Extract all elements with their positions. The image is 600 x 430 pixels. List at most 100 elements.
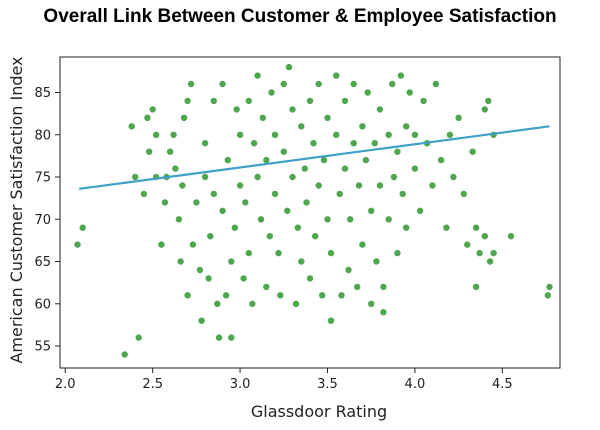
data-point [469, 148, 476, 155]
data-point [464, 241, 471, 248]
data-point [486, 258, 494, 265]
data-point [140, 190, 148, 198]
data-point [333, 72, 340, 79]
data-point [275, 249, 282, 257]
data-point [184, 292, 191, 299]
data-point [280, 80, 287, 88]
data-point [429, 182, 436, 189]
plot-border [59, 56, 561, 369]
data-point [380, 309, 387, 316]
data-point [196, 266, 204, 274]
data-point [245, 249, 252, 257]
data-point [242, 199, 249, 206]
y-axis-ticks: 55 60 65 70 75 80 85 [34, 86, 60, 355]
data-point [79, 224, 86, 231]
data-point [406, 89, 413, 96]
x-tick-label: 4.0 [405, 377, 426, 392]
data-point [476, 249, 483, 257]
data-point [180, 114, 188, 122]
data-point [149, 106, 156, 113]
data-point [376, 182, 384, 189]
data-point [177, 258, 184, 265]
data-point [175, 216, 183, 223]
data-point [327, 317, 335, 324]
data-point [450, 173, 457, 181]
data-point [385, 131, 392, 138]
data-point [201, 173, 209, 181]
data-point [298, 258, 305, 265]
data-point [324, 114, 331, 122]
data-point [368, 207, 375, 214]
data-point [364, 89, 371, 96]
data-point [390, 173, 398, 181]
y-axis-label: American Customer Satisfaction Index [7, 56, 26, 363]
data-point [249, 300, 256, 307]
data-point [385, 216, 392, 223]
x-tick-label: 2.5 [142, 377, 163, 392]
x-axis-ticks: 2.0 2.5 3.0 3.5 4.0 4.5 [55, 368, 513, 392]
data-point [219, 207, 226, 214]
data-point [236, 131, 244, 138]
data-point [411, 165, 419, 172]
data-point [170, 131, 177, 138]
data-point [359, 123, 366, 130]
data-point [338, 292, 345, 299]
data-point [420, 97, 427, 105]
data-point [128, 123, 135, 130]
data-point [254, 173, 261, 181]
data-point [277, 292, 284, 299]
data-point [333, 131, 340, 138]
data-point [399, 190, 406, 198]
data-point [158, 241, 165, 248]
data-point [303, 199, 310, 206]
data-point [222, 292, 230, 299]
data-point [257, 216, 265, 223]
data-point [193, 199, 200, 206]
data-point [280, 148, 287, 155]
data-point [271, 190, 279, 198]
data-point [437, 156, 445, 164]
data-point [254, 72, 261, 79]
data-point [266, 233, 273, 240]
data-point [315, 80, 322, 88]
trend-line [79, 125, 550, 190]
plot-frame [59, 56, 561, 369]
data-point [490, 249, 497, 257]
data-point [205, 275, 212, 282]
x-tick-label: 2.0 [55, 377, 76, 392]
data-point [284, 207, 291, 214]
data-point [544, 292, 551, 299]
data-point [214, 300, 221, 307]
data-point [354, 283, 361, 291]
data-point [460, 190, 467, 198]
data-point [233, 106, 240, 113]
data-point [376, 106, 384, 113]
data-point [187, 80, 195, 88]
data-point [215, 334, 223, 341]
data-point [485, 97, 492, 105]
data-point [210, 97, 217, 105]
data-point [189, 241, 197, 248]
data-point [507, 233, 515, 240]
data-point [416, 207, 424, 214]
x-axis-label: Glassdoor Rating [251, 402, 387, 421]
y-tick-label: 85 [34, 86, 51, 101]
data-point [306, 275, 314, 282]
data-point [179, 182, 186, 189]
x-tick-label: 3.5 [317, 377, 338, 392]
data-point [172, 165, 179, 172]
data-point [153, 131, 160, 138]
data-point [310, 140, 317, 147]
data-point [135, 334, 142, 341]
y-tick-label: 80 [34, 128, 51, 143]
x-tick-label: 4.5 [492, 377, 513, 392]
y-tick-label: 55 [34, 340, 51, 355]
trend-line-path [79, 125, 550, 190]
data-point [455, 114, 462, 122]
data-point [345, 266, 352, 274]
data-point [350, 140, 357, 147]
y-tick-label: 60 [34, 297, 51, 312]
data-point [132, 173, 139, 181]
data-point [289, 173, 296, 181]
data-point [432, 80, 440, 88]
